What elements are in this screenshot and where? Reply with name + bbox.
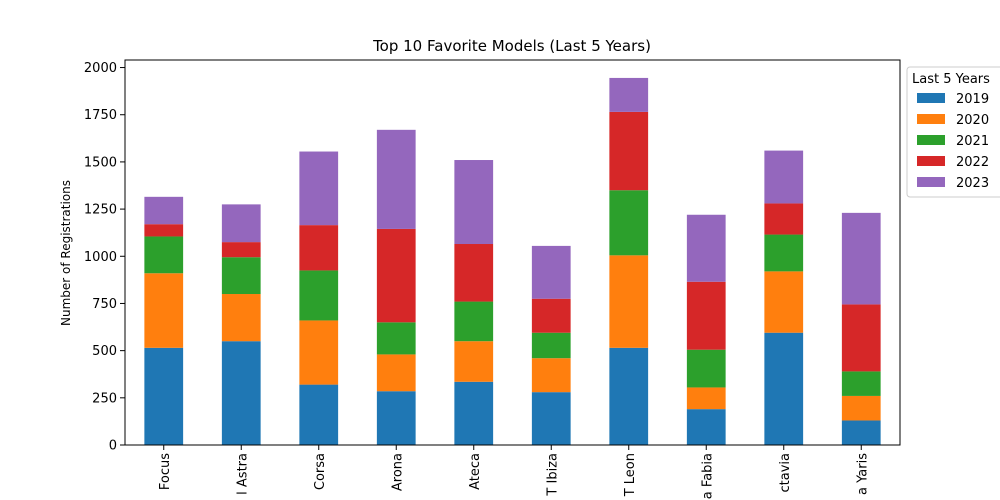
- bar-segment-2020-1: [221, 294, 261, 342]
- y-tick-label: 2000: [84, 61, 117, 76]
- bar-segment-2019-5: [531, 392, 571, 445]
- legend-swatch-2023: [917, 177, 945, 187]
- bar-segment-2020-6: [609, 255, 649, 348]
- bar-segment-2019-7: [686, 409, 726, 445]
- y-tick-label: 1750: [84, 108, 117, 123]
- legend-swatch-2022: [917, 156, 945, 166]
- bar-segment-2022-3: [376, 228, 416, 323]
- x-tick-label: Focus: [158, 453, 173, 490]
- x-tick-label: l Astra: [235, 453, 250, 495]
- y-axis-label: Number of Registrations: [59, 180, 73, 326]
- bar-segment-2019-0: [144, 347, 184, 445]
- legend-swatch-2019: [917, 93, 945, 103]
- bar-segment-2019-1: [221, 341, 261, 445]
- bar-segment-2020-3: [376, 354, 416, 392]
- bar-segment-2022-9: [841, 304, 881, 372]
- bar-segment-2020-2: [299, 320, 339, 385]
- bar-segment-2019-9: [841, 420, 881, 445]
- x-tick-label: Ateca: [468, 453, 483, 490]
- bar-segment-2023-8: [764, 150, 804, 204]
- bar-segment-2020-4: [454, 341, 494, 382]
- bars-layer: [144, 77, 881, 445]
- bar-segment-2021-5: [531, 332, 571, 359]
- y-tick-label: 250: [92, 391, 117, 406]
- x-axis: Focus l Astra Corsa Arona Ateca T Ibiza T Leon…: [158, 445, 870, 499]
- bar-segment-2022-0: [144, 224, 184, 237]
- x-tick-label: T Leon: [623, 453, 638, 497]
- bar-segment-2021-2: [299, 270, 339, 321]
- y-tick-label: 1000: [84, 250, 117, 265]
- bar-segment-2019-3: [376, 391, 416, 445]
- x-tick-label: a Fabia: [700, 453, 715, 499]
- y-tick-label: 0: [109, 439, 117, 454]
- bar-segment-2019-6: [609, 347, 649, 445]
- x-tick-label: T Ibiza: [545, 453, 560, 497]
- bar-segment-2021-3: [376, 322, 416, 355]
- x-tick-label: Corsa: [313, 453, 328, 490]
- plot-frame: [124, 59, 901, 446]
- bar-segment-2022-1: [221, 242, 261, 258]
- bar-segment-2023-5: [531, 245, 571, 299]
- legend-label-2021: 2021: [956, 134, 989, 149]
- legend-title: Last 5 Years: [912, 72, 990, 87]
- bar-segment-2022-8: [764, 203, 804, 235]
- chart-title: Top 10 Favorite Models (Last 5 Years): [372, 37, 651, 55]
- bar-segment-2022-6: [609, 111, 649, 191]
- legend: Last 5 Years 2019 2020 2021 2022 2023: [906, 66, 1000, 198]
- legend-label-2020: 2020: [956, 113, 989, 128]
- x-tick-label: ctavia: [778, 453, 793, 492]
- bar-segment-2019-2: [299, 384, 339, 445]
- bar-segment-2023-7: [686, 214, 726, 282]
- x-tick-label: a Yaris: [855, 453, 870, 495]
- bar-segment-2023-4: [454, 160, 494, 245]
- bar-segment-2021-1: [221, 257, 261, 295]
- bar-segment-2023-9: [841, 212, 881, 305]
- bar-segment-2019-4: [454, 381, 494, 445]
- bar-segment-2023-2: [299, 151, 339, 226]
- bar-segment-2020-7: [686, 387, 726, 410]
- bar-segment-2022-4: [454, 244, 494, 302]
- bar-segment-2020-0: [144, 273, 184, 348]
- bar-segment-2021-4: [454, 301, 494, 342]
- bar-segment-2023-6: [609, 77, 649, 112]
- y-tick-label: 500: [92, 344, 117, 359]
- bar-segment-2019-8: [764, 332, 804, 445]
- bar-segment-2023-3: [376, 129, 416, 229]
- bar-segment-2021-8: [764, 234, 804, 272]
- y-tick-label: 750: [92, 297, 117, 312]
- y-axis: 0 250 500 750 1000 1250 1500 1750 2000: [84, 61, 125, 454]
- x-tick-label: Arona: [390, 453, 405, 491]
- bar-segment-2021-9: [841, 371, 881, 396]
- bar-segment-2020-9: [841, 395, 881, 421]
- bar-segment-2021-6: [609, 190, 649, 256]
- y-tick-label: 1500: [84, 155, 117, 170]
- legend-label-2019: 2019: [956, 92, 989, 107]
- bar-segment-2022-5: [531, 298, 571, 333]
- bar-segment-2020-8: [764, 271, 804, 333]
- legend-swatch-2021: [917, 135, 945, 145]
- bar-segment-2020-5: [531, 358, 571, 393]
- bar-segment-2023-0: [144, 196, 184, 225]
- bar-segment-2023-1: [221, 204, 261, 243]
- bar-segment-2021-7: [686, 349, 726, 388]
- bar-segment-2021-0: [144, 236, 184, 274]
- legend-label-2022: 2022: [956, 155, 989, 170]
- y-tick-label: 1250: [84, 203, 117, 218]
- legend-swatch-2020: [917, 114, 945, 124]
- legend-label-2023: 2023: [956, 176, 989, 191]
- bar-segment-2022-7: [686, 281, 726, 350]
- bar-segment-2022-2: [299, 225, 339, 271]
